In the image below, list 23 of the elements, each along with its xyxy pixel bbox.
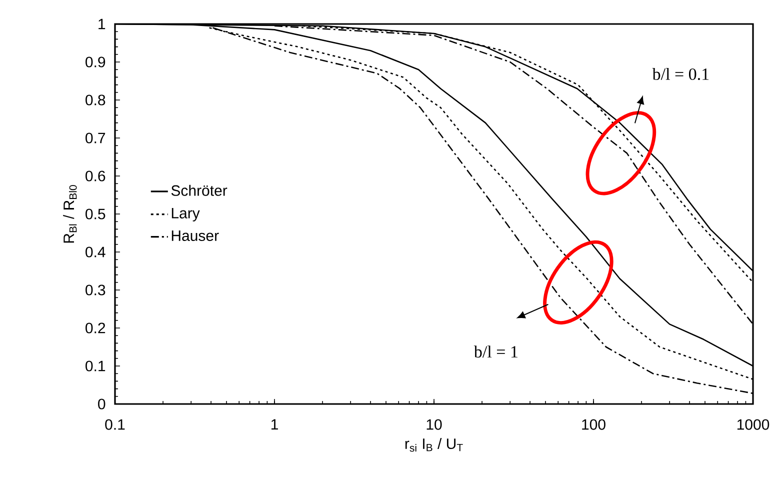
y-tick-label: 0.8 [86,94,106,106]
y-tick-label: 0.7 [86,132,106,144]
y-tick-label: 1 [98,18,106,30]
legend-label: Lary [172,208,200,222]
annotation: b/l = 0.1 [652,68,709,80]
annotation: b/l = 1 [474,346,518,358]
y-tick-label: 0.9 [86,56,106,68]
y-tick-label: 0.5 [86,208,106,220]
x-tick-label: 10 [426,419,442,430]
y-tick-label: 0.1 [86,360,106,372]
y-tick-label: 0.2 [86,322,106,334]
y-tick-label: 0 [98,398,106,410]
x-axis-title: r$_{si}$ I$_{B}$ / U$_{T}$ [405,438,463,452]
legend-label: Schröter [171,184,228,196]
x-tick-label: 1 [271,419,278,430]
x-tick-label: 0.1 [105,419,125,430]
y-tick-label: 0.4 [86,246,106,258]
y-tick-label: 0.6 [86,170,106,182]
y-tick-label: 0.3 [86,284,106,296]
x-tick-label: 100 [582,419,606,430]
y-axis-title: R$_{Bl}$ / R$_{Bl0}$ [63,185,77,243]
legend-label: Hauser [172,230,219,242]
x-tick-label: 1000 [737,419,770,430]
